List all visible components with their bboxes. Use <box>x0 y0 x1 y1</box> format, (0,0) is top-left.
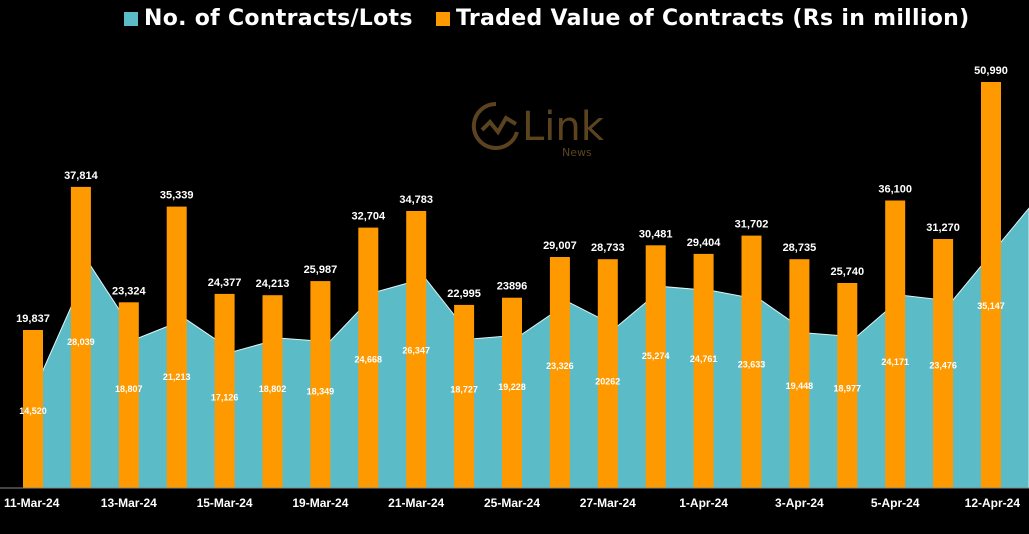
value-bar <box>454 304 475 488</box>
contracts-area-label: 18,977 <box>834 383 862 393</box>
value-bar <box>933 239 954 488</box>
contracts-area-label: 24,761 <box>690 354 718 364</box>
value-bar <box>741 235 762 488</box>
value-bar-label: 32,704 <box>351 211 386 223</box>
legend-item-contracts: No. of Contracts/Lots <box>124 6 413 31</box>
x-axis: 11-Mar-24 13-Mar-24 15-Mar-24 19-Mar-24 21-M… <box>0 487 1029 510</box>
link-news-logo: Link News <box>470 100 610 162</box>
x-tick-label: 11-Mar-24 <box>4 496 60 510</box>
value-bar-label: 22,995 <box>447 288 481 300</box>
contracts-area-label: 23,476 <box>929 360 957 370</box>
legend: No. of Contracts/Lots Traded Value of Co… <box>0 6 1029 36</box>
value-bar <box>597 259 618 488</box>
contracts-area <box>41 207 1029 489</box>
x-tick-label: 12-Apr-24 <box>965 496 1021 510</box>
x-tick-label: 15-Mar-24 <box>197 496 253 510</box>
contracts-area-label: 18,802 <box>259 384 287 394</box>
logo-sub-text: News <box>562 146 592 159</box>
value-bar <box>406 211 427 488</box>
value-bar-label: 28,733 <box>591 242 625 254</box>
contracts-area-label: 14,520 <box>19 406 47 416</box>
value-bar-label: 36,100 <box>878 184 912 196</box>
x-tick-label: 3-Apr-24 <box>775 496 824 510</box>
value-bars-layer <box>23 82 1001 488</box>
value-bar-label: 28,735 <box>783 242 817 254</box>
contracts-area-label: 20262 <box>595 377 620 387</box>
value-bar-label: 29,404 <box>687 237 722 249</box>
value-bar-label: 30,481 <box>639 228 673 240</box>
data-labels-layer: 19,837 14,520 37,814 28,039 23,324 18,807 35,3… <box>16 65 1008 416</box>
value-bar-label: 29,007 <box>543 240 577 252</box>
value-bar <box>23 330 43 488</box>
value-bar <box>885 200 906 488</box>
contracts-area-label: 24,668 <box>355 354 383 364</box>
value-bar <box>693 253 714 488</box>
value-bar <box>645 245 666 488</box>
value-bar-label: 23896 <box>497 281 528 293</box>
contracts-area-label: 18,807 <box>115 384 143 394</box>
x-tick-label: 19-Mar-24 <box>292 496 348 510</box>
contracts-area-label: 19,228 <box>498 382 526 392</box>
x-tick-label: 1-Apr-24 <box>679 496 728 510</box>
x-tick-label: 5-Apr-24 <box>871 496 920 510</box>
value-bar <box>214 293 235 488</box>
legend-label-value: Traded Value of Contracts (Rs in million… <box>456 6 970 31</box>
contracts-area-label: 28,039 <box>67 337 95 347</box>
x-tick-label: 25-Mar-24 <box>484 496 540 510</box>
contracts-area-label: 24,171 <box>881 357 909 367</box>
contracts-area-label: 21,213 <box>163 372 191 382</box>
value-bar <box>549 257 570 488</box>
value-bar <box>118 302 139 488</box>
value-bar <box>789 259 810 488</box>
contracts-area-label: 17,126 <box>211 393 239 403</box>
value-bar-label: 24,377 <box>208 277 242 289</box>
contracts-area-label: 18,727 <box>450 385 478 395</box>
legend-item-value: Traded Value of Contracts (Rs in million… <box>436 6 969 31</box>
value-bar-label: 37,814 <box>64 170 99 182</box>
contracts-area-layer <box>41 207 1029 489</box>
legend-label-contracts: No. of Contracts/Lots <box>144 6 413 31</box>
contracts-area-label: 26,347 <box>402 346 430 356</box>
value-bar <box>981 82 1001 488</box>
value-bar-label: 50,990 <box>974 65 1008 77</box>
x-tick-label: 27-Mar-24 <box>580 496 636 510</box>
x-tick-label: 21-Mar-24 <box>388 496 444 510</box>
value-bar <box>70 186 91 488</box>
contracts-area-label: 23,326 <box>546 361 574 371</box>
value-bar <box>262 295 283 488</box>
value-bar-label: 25,740 <box>830 266 864 278</box>
contracts-area-label: 19,448 <box>786 381 814 391</box>
value-bar-label: 23,324 <box>112 285 147 297</box>
value-bar <box>502 297 522 488</box>
contracts-area-label: 35,147 <box>977 301 1005 311</box>
contracts-area-label: 18,349 <box>307 387 335 397</box>
link-logo-icon <box>471 101 519 150</box>
x-tick-label: 13-Mar-24 <box>101 496 157 510</box>
value-bar-label: 31,702 <box>735 219 769 231</box>
value-bar <box>166 206 187 488</box>
value-bar-label: 25,987 <box>304 264 338 276</box>
legend-swatch-value <box>436 11 450 26</box>
contracts-area-label: 25,274 <box>642 351 670 361</box>
value-bar-label: 34,783 <box>399 194 433 206</box>
value-bar-label: 31,270 <box>926 222 960 234</box>
value-bar-label: 19,837 <box>16 313 50 325</box>
value-bar-label: 24,213 <box>256 278 290 290</box>
value-bar-label: 35,339 <box>160 190 194 202</box>
value-bar <box>358 227 379 488</box>
value-bar <box>310 281 331 488</box>
legend-swatch-contracts <box>124 11 138 26</box>
value-bar <box>837 283 858 488</box>
contracts-area-label: 23,633 <box>738 360 766 370</box>
logo-brand-text: Link <box>522 104 604 150</box>
